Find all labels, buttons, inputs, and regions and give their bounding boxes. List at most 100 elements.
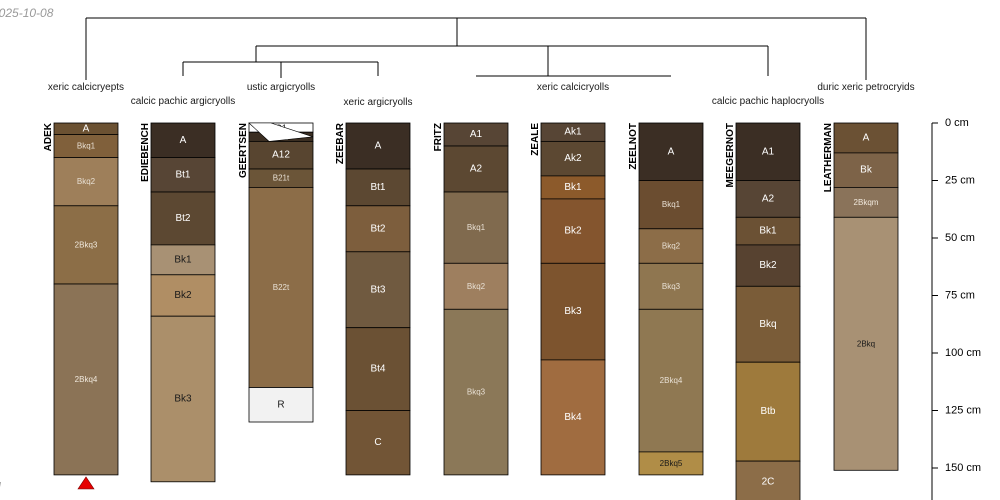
horizon-label: A1: [762, 146, 775, 157]
horizon-block: [833, 152, 899, 188]
horizon-label: Bt2: [175, 213, 190, 224]
horizon-block: [735, 361, 801, 462]
horizon-label: Bkq2: [77, 177, 96, 186]
horizon-block: [735, 285, 801, 363]
horizon-label: 2Bkq: [857, 339, 875, 348]
horizon-label: Bk1: [564, 182, 582, 193]
horizon-block: [150, 315, 216, 483]
axis-tick-label: 0 cm: [945, 117, 969, 129]
classification-label: xeric calcicryepts: [48, 82, 124, 93]
horizon-block: [248, 140, 314, 170]
horizon-block: [345, 327, 411, 411]
horizon-label: 2Bkq4: [75, 375, 98, 384]
horizon-block: [345, 410, 411, 476]
horizon-label: Bk2: [174, 290, 192, 301]
horizon-block: [443, 145, 509, 193]
horizon-label: 2Bkq5: [660, 459, 683, 468]
horizon-block: [150, 244, 216, 276]
horizon-block: [833, 186, 899, 218]
soil-profile: ADEK A Bkq1 Bkq2 2Bkq3 2Bkq4: [43, 122, 119, 490]
soil-profile: ZEELNOT A Bkq1 Bkq2 Bkq3 2Bkq4 2Bkq5: [628, 122, 704, 476]
horizon-label: Bt2: [370, 223, 385, 234]
horizon-label: A: [668, 146, 675, 157]
wavy-boundary: [248, 122, 314, 142]
horizon-label: Bkq1: [662, 200, 681, 209]
horizon-label: A12: [272, 150, 290, 161]
date-stamp: 2025-10-08: [0, 6, 54, 20]
horizon-block: [53, 283, 119, 476]
horizon-label: B21t: [273, 174, 290, 183]
horizon-block: [735, 216, 801, 246]
horizon-label: A1: [470, 129, 483, 140]
horizon-label: B22t: [273, 283, 290, 292]
horizon-label: A2: [762, 193, 775, 204]
horizon-label: A: [375, 141, 382, 152]
horizon-block: [150, 274, 216, 317]
horizon-block: [540, 198, 606, 264]
horizon-label: Bk4: [564, 412, 582, 423]
horizon-block: [638, 228, 704, 264]
horizon-label: Bt3: [370, 284, 385, 295]
horizon-label: 2C: [762, 476, 775, 487]
horizon-block: [735, 244, 801, 287]
horizon-label: Bt4: [370, 364, 385, 375]
dendrogram: [85, 17, 867, 80]
profile-name: ZEALE: [530, 123, 541, 156]
horizon-block: [53, 205, 119, 285]
horizon-block: [443, 262, 509, 310]
horizon-block: [735, 180, 801, 218]
soil-profile: GEERTSENO1A11A12B21tB22tR: [238, 122, 314, 423]
profile-name: ADEK: [43, 122, 54, 151]
axis-tick-label: 75 cm: [945, 290, 975, 302]
soil-profiles: ADEK A Bkq1 Bkq2 2Bkq3 2Bkq4 EDIEBENCH A Bt1 Bt2 B…: [43, 122, 899, 500]
horizon-label: Bk1: [174, 254, 192, 265]
profile-name: GEERTSEN: [238, 123, 249, 178]
horizon-block: [638, 180, 704, 230]
horizon-block: [638, 122, 704, 181]
horizon-block: [345, 122, 411, 170]
classification-label: xeric argicryolls: [344, 97, 413, 108]
horizon-label: Bkq2: [662, 242, 681, 251]
horizon-block: [345, 251, 411, 329]
horizon-label: A: [83, 123, 90, 134]
horizon-label: C: [374, 437, 381, 448]
axis-tick-label: 100 cm: [945, 347, 981, 359]
profile-name: ZEELNOT: [628, 123, 639, 170]
horizon-label: Bt1: [370, 182, 385, 193]
horizon-block: [540, 359, 606, 476]
horizon-label: A2: [470, 164, 483, 175]
classification-label: xeric calcicryolls: [537, 82, 609, 93]
horizon-block: [833, 122, 899, 154]
horizon-block: [833, 216, 899, 471]
horizon-label: 2Bkq3: [75, 240, 98, 249]
horizon-label: A: [180, 135, 187, 146]
horizon-block: [53, 157, 119, 207]
horizon-block: [638, 451, 704, 476]
soil-profile: MEEGERNOT A1 A2 Bk1 Bk2 Bkq Btb 2C: [725, 122, 801, 500]
horizon-label: 2Bkq4: [660, 376, 683, 385]
corner-mark: l: [0, 480, 1, 494]
horizon-label: Bk2: [759, 260, 777, 271]
horizon-block: [150, 191, 216, 246]
classification-label: calcic pachic argicryolls: [131, 96, 235, 107]
depth-axis: 0 cm 25 cm 50 cm 75 cm 100 cm 125 cm 150 cm: [931, 117, 981, 500]
horizon-block: [150, 122, 216, 158]
profile-name: ZEEBAR: [335, 122, 346, 164]
horizon-label: Btb: [760, 406, 775, 417]
soil-profile: EDIEBENCH A Bt1 Bt2 Bk1 Bk2 Bk3: [140, 122, 216, 483]
horizon-block: [638, 308, 704, 453]
horizon-label: Ak2: [564, 153, 582, 164]
horizon-block: [735, 460, 801, 500]
horizon-label: R: [277, 399, 284, 410]
classification-label: ustic argicryolls: [247, 82, 315, 93]
horizon-label: Bk: [860, 165, 873, 176]
classification-labels: xeric calcicryepts calcic pachic argicryo…: [48, 82, 915, 108]
horizon-label: Bk2: [564, 226, 582, 237]
classification-label: calcic pachic haplocryolls: [712, 96, 824, 107]
horizon-block: [735, 122, 801, 181]
horizon-label: Bkq3: [662, 282, 681, 291]
horizon-block: [443, 191, 509, 264]
horizon-block: [345, 205, 411, 253]
horizon-label: Bkq1: [467, 223, 486, 232]
